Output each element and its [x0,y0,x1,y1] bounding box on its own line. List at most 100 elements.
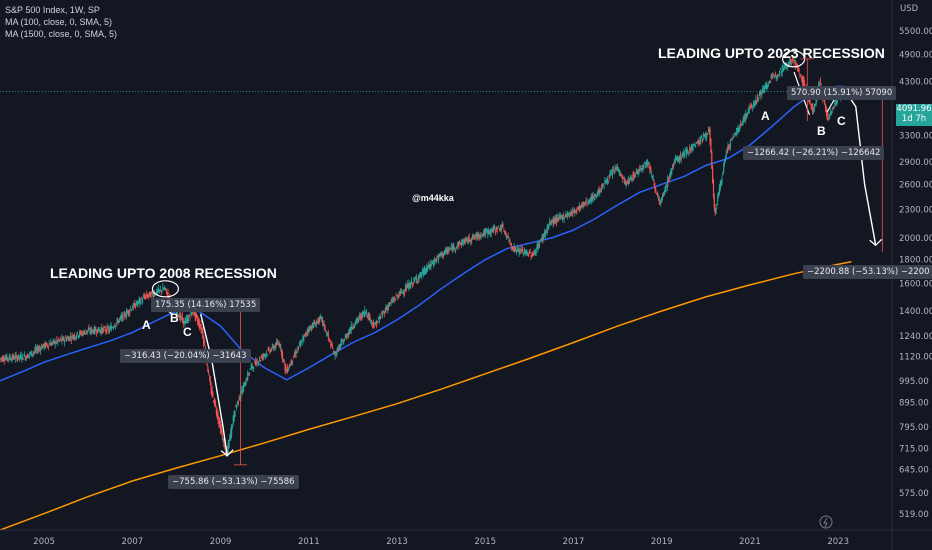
candle-body [426,268,429,270]
candle-body [829,113,831,118]
candle-body [445,248,447,252]
candle-body [432,262,435,265]
candle-body [159,289,161,290]
candle-body [656,192,658,194]
candle-body [24,354,26,357]
candle-body [517,248,519,251]
candle-body [516,247,519,249]
candle-body [472,234,474,237]
candle-body [755,98,757,104]
candle-body [197,320,200,325]
candle-body [212,393,214,396]
candle-body [71,334,73,336]
candle-body [487,229,489,235]
candle-body [709,129,711,144]
candle-body [353,327,355,328]
candle-body [628,179,631,181]
candle-body [712,167,714,184]
y-tick-label: 2300.00 [899,205,932,215]
candle-body [352,326,354,328]
candle-body [583,203,586,205]
candle-body [638,171,640,174]
candle-body [436,258,438,260]
candle-body [525,251,527,255]
candle-body [754,102,756,106]
candle-body [253,367,255,369]
candle-body [599,190,601,193]
candle-body [490,228,492,233]
candle-body [691,145,693,150]
candle-body [267,349,269,351]
candle-body [572,211,574,214]
candle-body [339,344,341,349]
candle-body [670,169,672,175]
candle-body [51,343,53,345]
candle-body [7,357,9,359]
candle-body [835,99,838,104]
candle-body [280,346,282,348]
candle-body [758,94,760,96]
candle-body [325,330,327,332]
candle-body [73,335,75,337]
candle-body [455,247,458,249]
candle-body [768,82,771,84]
candle-body [324,324,326,331]
candle-body [808,98,810,104]
candle-body [696,141,698,143]
candle-body [247,372,249,380]
candle-body [376,321,379,323]
candle-body [503,230,505,232]
candle-body [330,343,332,348]
candle-body [40,348,42,351]
candle-body [367,312,369,319]
candle-body [165,288,167,292]
candle-body [180,313,182,319]
candle-body [605,180,607,184]
candle-body [796,64,798,67]
candle-body [415,278,417,280]
candle-body [772,75,774,77]
candle-body [767,85,769,86]
candle-body [830,113,832,114]
candle-body [529,252,531,254]
candle-body [147,295,149,298]
candle-body [762,89,765,93]
candle-body [773,75,776,79]
candle-body [293,354,295,356]
candle-body [154,294,156,295]
candle-body [296,352,298,354]
candle-body [118,320,120,323]
candle-body [759,91,761,96]
candle-body [409,283,411,289]
candle-body [604,181,606,182]
candle-body [163,288,165,291]
candle-body [492,227,494,232]
candle-body [443,250,446,255]
candle-body [390,302,392,303]
candle-body [258,361,260,363]
candle-body [264,354,266,356]
candle-body [326,332,328,334]
candle-body [91,328,93,333]
candle-body [229,434,231,440]
watermark-author: @m44kka [412,193,454,203]
candle-body [751,105,753,108]
candle-body [126,311,128,314]
candle-body [285,365,287,372]
candle-body [526,252,528,254]
candle-body [506,236,508,238]
candle-body [567,212,570,214]
candle-body [48,343,50,345]
candle-body [632,175,634,177]
candle-body [308,326,310,331]
candle-body [809,99,811,101]
candle-body [628,179,630,184]
candle-body [92,331,94,334]
candle-body [4,358,6,361]
candle-body [122,314,124,320]
candle-body [585,200,587,203]
candle-body [193,311,195,313]
candle-body [283,359,285,362]
candle-body [57,340,59,343]
